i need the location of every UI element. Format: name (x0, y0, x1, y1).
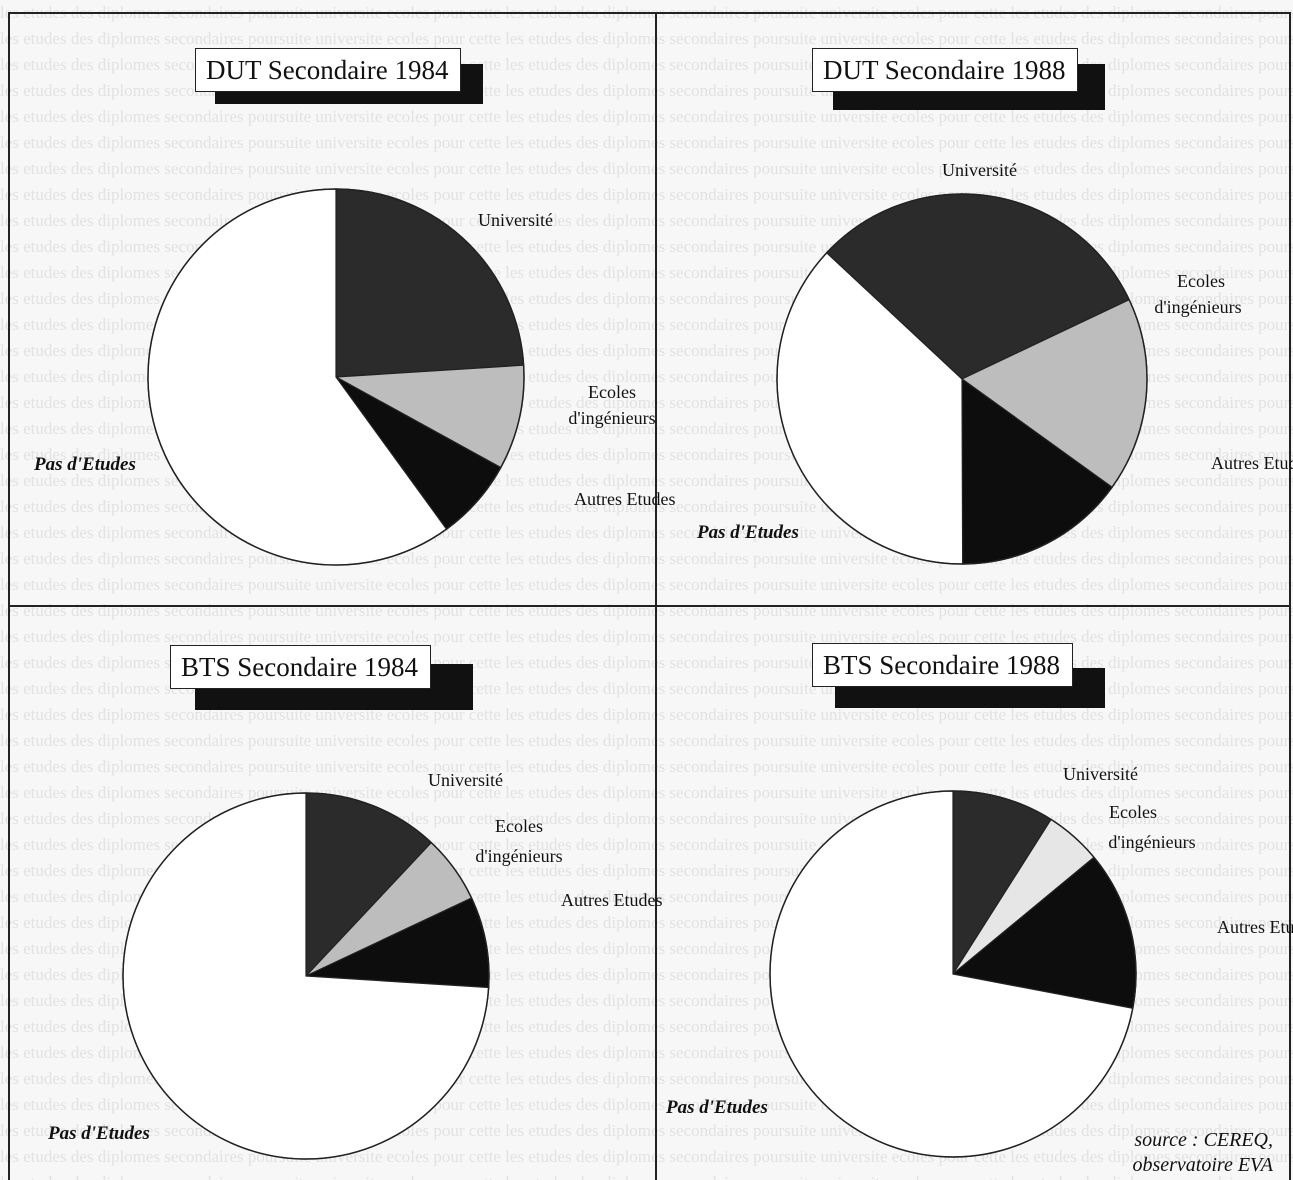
slice-label-autres-etudes-1: Autres Etudes (1211, 453, 1293, 473)
slice-label-universite-0: Université (478, 210, 553, 230)
source-note: source : CEREQ, observatoire EVA (1132, 1128, 1273, 1178)
pie-outline-2 (122, 792, 490, 1160)
slice-label-pas-d-etudes-3: Pas d'Etudes (665, 1097, 768, 1118)
chart-title-dut-1988: DUT Secondaire 1988 (812, 48, 1079, 92)
slice-label-autres-etudes-2: Autres Etudes (561, 890, 662, 910)
slice-label-pas-d-etudes-2: Pas d'Etudes (47, 1123, 150, 1144)
chart-title-bts-1988: BTS Secondaire 1988 (812, 643, 1073, 687)
source-line-2: observatoire EVA (1132, 1154, 1273, 1176)
slice-label-ecoles-1: Ecoles (1177, 271, 1225, 291)
slice-label-ingenieurs-3: d'ingénieurs (1108, 832, 1195, 852)
slice-label-pas-d-etudes-0: Pas d'Etudes (33, 454, 136, 475)
divider-vertical (655, 12, 657, 1180)
slice-label-ingenieurs-0: d'ingénieurs (568, 408, 655, 428)
slice-label-autres-etudes-0: Autres Etudes (574, 489, 675, 509)
slice-label-universite-3: Université (1063, 764, 1138, 784)
source-line-1: source : CEREQ, (1134, 1129, 1273, 1151)
slice-label-ingenieurs-2: d'ingénieurs (475, 846, 562, 866)
pie-outline-1 (776, 193, 1148, 565)
slice-label-pas-d-etudes-1: Pas d'Etudes (696, 522, 799, 543)
slice-label-ecoles-2: Ecoles (495, 816, 543, 836)
slice-label-universite-1: Université (942, 160, 1017, 180)
slice-label-universite-2: Université (428, 770, 503, 790)
chart-title-dut-1984: DUT Secondaire 1984 (195, 48, 462, 92)
slice-label-ecoles-3: Ecoles (1109, 802, 1157, 822)
slice-label-ingenieurs-1: d'ingénieurs (1154, 297, 1241, 317)
pie-outline-0 (147, 188, 525, 566)
slice-label-ecoles-0: Ecoles (588, 382, 636, 402)
chart-title-bts-1984: BTS Secondaire 1984 (170, 645, 431, 689)
slice-label-autres-etudes-3: Autres Etudes (1217, 917, 1293, 937)
divider-horizontal (8, 605, 1291, 607)
pie-outline-3 (769, 790, 1137, 1158)
figure-frame (8, 12, 1291, 1180)
